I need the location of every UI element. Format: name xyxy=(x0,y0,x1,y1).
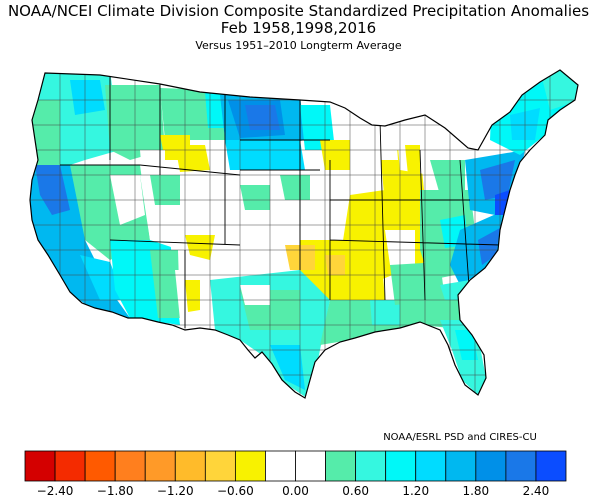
legend-tick-label: −0.60 xyxy=(216,484,254,498)
legend-swatch xyxy=(445,450,477,482)
legend-swatch xyxy=(535,450,567,482)
legend-swatch xyxy=(204,450,236,482)
map-baseline-note: Versus 1951–2010 Longterm Average xyxy=(195,39,402,52)
legend-swatch xyxy=(265,450,296,482)
legend-tick-label: 1.20 xyxy=(402,484,430,498)
state-borders xyxy=(60,75,501,328)
division-borders xyxy=(30,70,578,398)
legend-swatch xyxy=(475,450,507,482)
legend-swatch xyxy=(385,450,417,482)
legend-tick-label: 1.80 xyxy=(462,484,490,498)
legend-tick-label: 2.40 xyxy=(522,484,550,498)
legend-swatch xyxy=(325,450,357,482)
map-subtitle: Feb 1958,1998,2016 xyxy=(220,19,377,37)
credit-label: NOAA/ESRL PSD and CIRES-CU xyxy=(383,432,537,443)
legend-tick-label: 0.00 xyxy=(282,484,309,498)
legend-swatch xyxy=(24,450,56,482)
region-south-dakota xyxy=(225,140,305,170)
region-pnw-coast xyxy=(30,100,60,175)
legend-tick-label: −1.80 xyxy=(96,484,134,498)
legend-tick-label: 0.60 xyxy=(342,484,369,498)
legend-swatch xyxy=(295,450,326,482)
us-precipitation-map xyxy=(29,69,579,399)
legend-tick-label: −1.20 xyxy=(156,484,194,498)
legend-swatch xyxy=(54,450,86,482)
legend-swatch xyxy=(174,450,206,482)
legend-swatch xyxy=(355,450,387,482)
map-title: NOAA/NCEI Climate Division Composite Sta… xyxy=(7,2,590,20)
legend-swatch xyxy=(144,450,176,482)
legend-swatch xyxy=(415,450,447,482)
region-new-england xyxy=(490,70,578,155)
color-legend xyxy=(24,450,567,482)
legend-swatch xyxy=(114,450,146,482)
legend-swatch xyxy=(505,450,537,482)
legend-swatch xyxy=(84,450,116,482)
region-carolinas xyxy=(450,210,505,285)
us-outline xyxy=(29,69,579,399)
legend-swatch xyxy=(234,450,266,482)
legend-tick-label: −2.40 xyxy=(36,484,74,498)
